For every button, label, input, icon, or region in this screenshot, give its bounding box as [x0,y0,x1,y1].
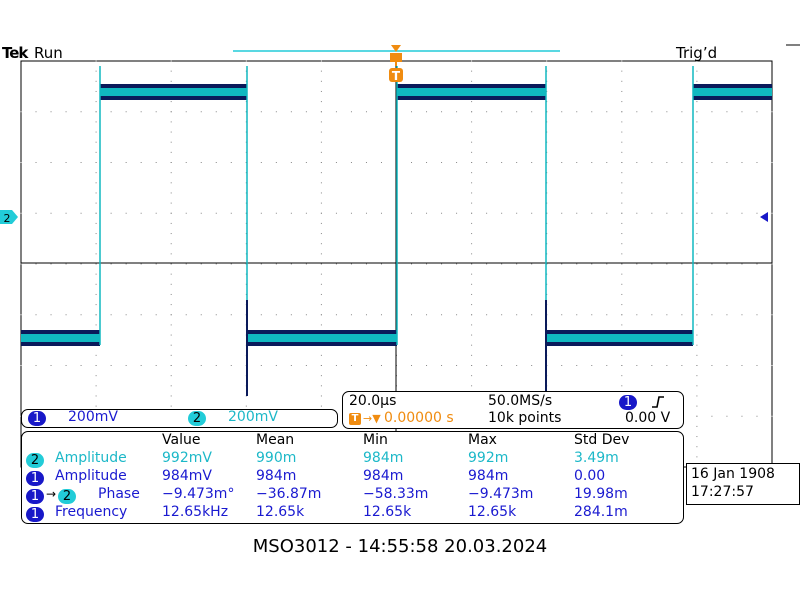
meas-header-mean: Mean [256,432,295,448]
meas-row-mean: 984m [256,468,297,484]
meas-row-ch-badge: 1 [26,471,44,486]
brand-logo: Tek [2,44,28,62]
datetime-box[interactable]: 16 Jan 1908 17:27:57 [686,463,800,505]
svg-text:2: 2 [4,212,11,225]
record-length: 10k points [488,410,562,426]
meas-row-min: 984m [363,450,404,466]
meas-header-max: Max [468,432,497,448]
trigger-status: Trig’d [676,44,718,62]
meas-row-ch-badge: 1 [26,507,44,522]
arrow-right-icon: → [46,487,57,501]
ch2-scale: 200mV [228,409,278,425]
channel-trace [21,66,772,396]
trigger-position: 0.00000 s [384,410,454,426]
sample-rate: 50.0MS/s [488,393,553,409]
arrow-down-icon: →▼ [363,412,381,425]
meas-header-min: Min [363,432,388,448]
trigger-source-badge[interactable]: 1 [619,395,637,410]
trigger-icon: T [349,413,361,425]
trigger-level-marker[interactable] [760,212,768,222]
ch1-badge[interactable]: 1 [28,411,46,426]
meas-row-mean: −36.87m [256,486,322,502]
meas-row-stddev: 19.98m [574,486,628,502]
meas-row-min: −58.33m [363,486,429,502]
meas-row-max: 984m [468,468,509,484]
channel-scale-panel[interactable]: 1 200mV 2 200mV [21,409,338,428]
timebase: 20.0µs [349,393,397,409]
meas-header-stddev: Std Dev [574,432,630,448]
date-readout: 16 Jan 1908 [691,466,775,482]
meas-row-stddev: 0.00 [574,468,606,484]
rising-edge-icon [652,396,664,408]
meas-row-min: 984m [363,468,404,484]
meas-row-stddev: 284.1m [574,504,628,520]
footer-caption: MSO3012 - 14:55:58 20.03.2024 [252,536,548,557]
meas-row-mean: 12.65k [256,504,305,520]
run-status: Run [34,44,63,62]
trigger-position-marker[interactable] [390,45,402,66]
meas-row-ch2-badge: 2 [58,489,76,504]
svg-text:T: T [392,69,401,83]
meas-row-value: 992mV [162,450,212,466]
meas-row-ch-badge: 2 [26,453,44,468]
time-readout: 17:27:57 [691,484,754,500]
meas-row-name: Frequency [55,504,128,520]
acquisition-panel[interactable]: 20.0µs 50.0MS/s 1 T →▼ 0.00000 s 10k poi… [342,391,684,429]
meas-row-value: 984mV [162,468,212,484]
meas-row-max: −9.473m [468,486,534,502]
ch2-badge[interactable]: 2 [188,411,206,426]
measurements-panel[interactable]: Value Mean Min Max Std Dev 2 Amplitude 9… [21,431,684,524]
meas-row-value: 12.65kHz [162,504,229,520]
ch2-ground-marker[interactable]: 2 [0,210,18,225]
ch1-scale: 200mV [68,409,118,425]
meas-row-mean: 990m [256,450,297,466]
meas-row-value: −9.473m° [162,486,235,502]
trigger-level: 0.00 V [625,410,671,426]
meas-row-stddev: 3.49m [574,450,619,466]
meas-row-name: Amplitude [55,468,127,484]
meas-row-max: 992m [468,450,509,466]
meas-row-max: 12.65k [468,504,517,520]
meas-row-name: Phase [98,486,140,502]
meas-header-value: Value [162,432,201,448]
meas-row-name: Amplitude [55,450,127,466]
meas-row-ch-badge: 1 [26,489,44,504]
trigger-t-marker[interactable]: T [389,68,403,83]
meas-row-min: 12.65k [363,504,412,520]
